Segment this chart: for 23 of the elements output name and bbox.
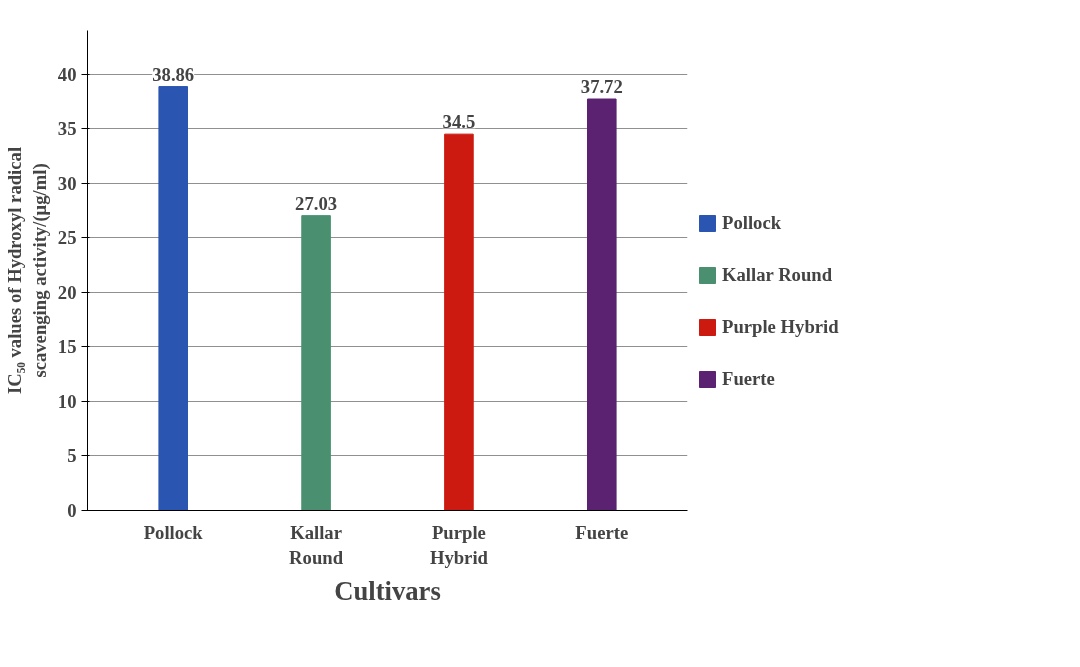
y-tick-label: 30 xyxy=(57,172,77,194)
data-label: 38.86 xyxy=(152,63,195,85)
x-axis-title: Cultivars xyxy=(334,575,441,606)
y-tick-label: 5 xyxy=(67,445,77,467)
x-tick-label: Kallar Round xyxy=(289,521,344,568)
y-tick-label: 35 xyxy=(57,118,77,140)
x-tick-label: Purple Hybrid xyxy=(429,521,489,568)
x-tick-label: Pollock xyxy=(143,521,204,543)
legend-label: Fuerte xyxy=(722,368,775,390)
x-tick-label: Fuerte xyxy=(575,521,629,543)
legend-label: Kallar Round xyxy=(722,264,833,286)
y-tick-label: 25 xyxy=(57,227,77,249)
legend-label: Purple Hybrid xyxy=(722,316,839,338)
y-tick-label: 15 xyxy=(57,336,77,358)
legend-label: Pollock xyxy=(722,212,782,234)
data-label: 27.03 xyxy=(295,192,338,214)
y-tick-label: 40 xyxy=(57,63,77,85)
y-tick-label: 10 xyxy=(57,390,77,412)
y-tick-label: 0 xyxy=(67,500,77,521)
data-label: 37.72 xyxy=(580,76,623,98)
y-axis-title: IC₅₀ values of Hydroxyl radical scavenging activity/(μg/ml) xyxy=(3,146,51,395)
y-tick-label: 20 xyxy=(57,281,77,303)
data-label: 34.5 xyxy=(442,111,476,133)
